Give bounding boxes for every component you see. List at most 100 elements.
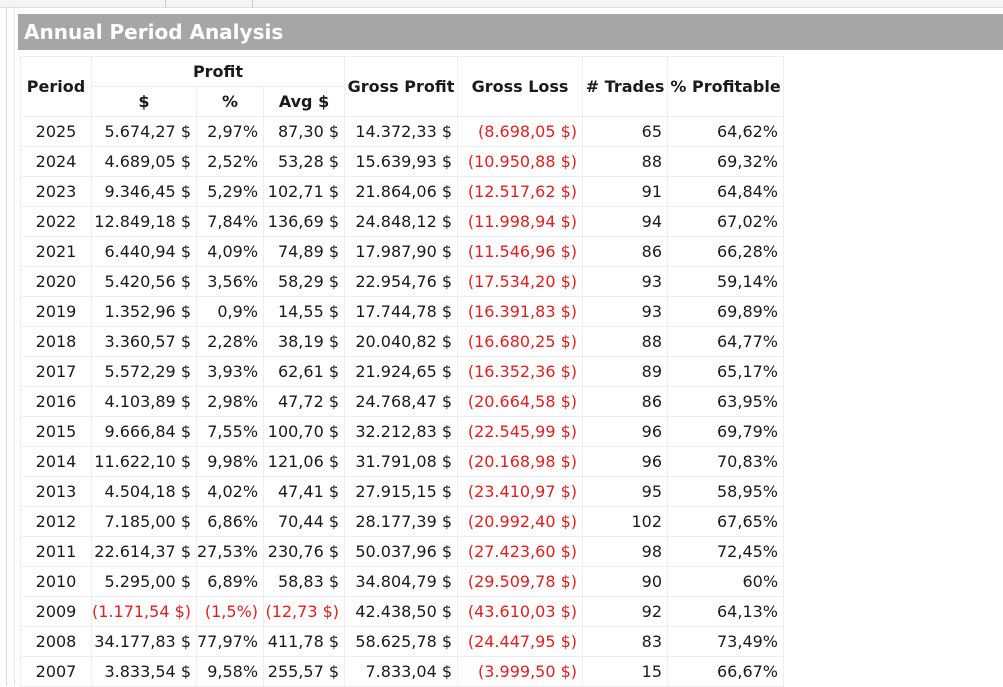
cell-profit-pct: 7,84%: [195, 206, 265, 237]
annual-period-table: Period Profit Gross Profit Gross Loss # …: [20, 56, 785, 687]
cell-trades: 88: [582, 326, 669, 357]
cell-profit-avg: 102,71 $: [263, 176, 346, 207]
cell-pct-profitable: 67,02%: [667, 206, 785, 237]
cell-gross-loss: (20.168,98 $): [457, 446, 584, 477]
cell-period: 2023: [20, 176, 92, 207]
table-row[interactable]: 2020 5.420,56 $3,56% 58,29 $22.954,76 $ (17…: [20, 266, 785, 297]
cell-gross-profit: 7.833,04 $: [344, 656, 459, 687]
cell-profit-pct: 0,9%: [195, 296, 265, 327]
cell-profit-avg: 70,44 $: [263, 506, 346, 537]
cell-trades: 15: [582, 656, 669, 687]
cell-trades: 94: [582, 206, 669, 237]
cell-pct-profitable: 66,67%: [667, 656, 785, 687]
table-row[interactable]: 2012 7.185,00 $6,86% 70,44 $28.177,39 $ (20…: [20, 506, 785, 537]
cell-profit-pct: 7,55%: [195, 416, 265, 447]
header-profit-avg[interactable]: Avg $: [263, 86, 346, 117]
cell-trades: 92: [582, 596, 669, 627]
table-row[interactable]: 2023 9.346,45 $5,29% 102,71 $21.864,06 $ (1…: [20, 176, 785, 207]
table-row[interactable]: 2007 3.833,54 $9,58% 255,57 $7.833,04 $ (3.…: [20, 656, 785, 687]
table-row[interactable]: 2018 3.360,57 $2,28% 38,19 $20.040,82 $ (16…: [20, 326, 785, 357]
table-row[interactable]: 2019 1.352,96 $0,9% 14,55 $17.744,78 $ (16.…: [20, 296, 785, 327]
cell-trades: 65: [582, 116, 669, 147]
cell-profit-avg: 74,89 $: [263, 236, 346, 267]
cell-period: 2017: [20, 356, 92, 387]
cell-gross-profit: 32.212,83 $: [344, 416, 459, 447]
cell-gross-profit: 21.924,65 $: [344, 356, 459, 387]
cell-gross-loss: (23.410,97 $): [457, 476, 584, 507]
cell-profit-dollar: 5.295,00 $: [91, 566, 197, 597]
cell-gross-loss: (29.509,78 $): [457, 566, 584, 597]
cell-pct-profitable: 72,45%: [667, 536, 785, 567]
cell-gross-profit: 58.625,78 $: [344, 626, 459, 657]
table-row[interactable]: 2015 9.666,84 $7,55% 100,70 $32.212,83 $ (2…: [20, 416, 785, 447]
cell-profit-dollar: 6.440,94 $: [91, 236, 197, 267]
report-grid[interactable]: Period Profit Gross Profit Gross Loss # …: [18, 56, 1003, 687]
cell-pct-profitable: 64,13%: [667, 596, 785, 627]
left-divider: [6, 7, 7, 686]
cell-profit-pct: 27,53%: [195, 536, 265, 567]
header-profit-pct[interactable]: %: [195, 86, 265, 117]
top-strip: [0, 0, 1003, 8]
cell-profit-pct: 6,89%: [195, 566, 265, 597]
table-row[interactable]: 2008 34.177,83 $77,97% 411,78 $58.625,78 $…: [20, 626, 785, 657]
cell-profit-dollar: 9.346,45 $: [91, 176, 197, 207]
cell-period: 2022: [20, 206, 92, 237]
cell-profit-avg: 58,29 $: [263, 266, 346, 297]
cell-profit-pct: 2,28%: [195, 326, 265, 357]
header-gross-profit[interactable]: Gross Profit: [344, 56, 459, 117]
cell-profit-avg: 38,19 $: [263, 326, 346, 357]
cell-period: 2007: [20, 656, 92, 687]
table-row[interactable]: 2010 5.295,00 $6,89% 58,83 $34.804,79 $ (29…: [20, 566, 785, 597]
table-row[interactable]: 2017 5.572,29 $3,93% 62,61 $21.924,65 $ (16…: [20, 356, 785, 387]
header-pct-profitable[interactable]: % Profitable: [667, 56, 785, 117]
cell-period: 2019: [20, 296, 92, 327]
table-row[interactable]: 2011 22.614,37 $27,53% 230,76 $50.037,96 $…: [20, 536, 785, 567]
left-divider-inner: [14, 7, 15, 686]
cell-gross-loss: (22.545,99 $): [457, 416, 584, 447]
cell-profit-pct: 2,52%: [195, 146, 265, 177]
cell-gross-profit: 20.040,82 $: [344, 326, 459, 357]
table-row[interactable]: 2013 4.504,18 $4,02% 47,41 $27.915,15 $ (23…: [20, 476, 785, 507]
table-row[interactable]: 2024 4.689,05 $2,52% 53,28 $15.639,93 $ (10…: [20, 146, 785, 177]
table-row[interactable]: 2016 4.103,89 $2,98% 47,72 $24.768,47 $ (20…: [20, 386, 785, 417]
cell-gross-profit: 28.177,39 $: [344, 506, 459, 537]
cell-pct-profitable: 64,62%: [667, 116, 785, 147]
cell-profit-dollar: 3.833,54 $: [91, 656, 197, 687]
cell-trades: 86: [582, 236, 669, 267]
cell-profit-pct: 3,56%: [195, 266, 265, 297]
cell-pct-profitable: 70,83%: [667, 446, 785, 477]
cell-profit-avg: 14,55 $: [263, 296, 346, 327]
cell-gross-loss: (16.391,83 $): [457, 296, 584, 327]
cell-profit-avg: 136,69 $: [263, 206, 346, 237]
cell-gross-profit: 15.639,93 $: [344, 146, 459, 177]
header-period[interactable]: Period: [20, 56, 92, 117]
cell-gross-profit: 21.864,06 $: [344, 176, 459, 207]
cell-profit-pct: 77,97%: [195, 626, 265, 657]
cell-trades: 96: [582, 416, 669, 447]
cell-period: 2016: [20, 386, 92, 417]
table-row[interactable]: 2021 6.440,94 $4,09% 74,89 $17.987,90 $ (11…: [20, 236, 785, 267]
cell-profit-pct: 2,98%: [195, 386, 265, 417]
header-profit-dollar[interactable]: $: [91, 86, 197, 117]
cell-gross-profit: 50.037,96 $: [344, 536, 459, 567]
table-row[interactable]: 2022 12.849,18 $7,84% 136,69 $24.848,12 $(…: [20, 206, 785, 237]
cell-gross-loss: (3.999,50 $): [457, 656, 584, 687]
cell-profit-dollar: 5.674,27 $: [91, 116, 197, 147]
header-profit[interactable]: Profit: [90, 56, 346, 87]
table-row[interactable]: 2025 5.674,27 $2,97% 87,30 $14.372,33 $ (8.…: [20, 116, 785, 147]
cell-gross-loss: (12.517,62 $): [457, 176, 584, 207]
header-trades[interactable]: # Trades: [582, 56, 669, 117]
table-row[interactable]: 2014 11.622,10 $9,98% 121,06 $31.791,08 $(…: [20, 446, 785, 477]
cell-profit-dollar: 1.352,96 $: [91, 296, 197, 327]
cell-gross-profit: 14.372,33 $: [344, 116, 459, 147]
cell-pct-profitable: 69,79%: [667, 416, 785, 447]
cell-profit-dollar: 4.504,18 $: [91, 476, 197, 507]
header-gross-loss[interactable]: Gross Loss: [457, 56, 584, 117]
cell-period: 2011: [20, 536, 92, 567]
cell-gross-loss: (43.610,03 $): [457, 596, 584, 627]
cell-pct-profitable: 58,95%: [667, 476, 785, 507]
cell-pct-profitable: 63,95%: [667, 386, 785, 417]
cell-gross-profit: 34.804,79 $: [344, 566, 459, 597]
table-row[interactable]: 2009 (1.171,54 $) (1,5%) (12,73 $) 42.438,50…: [20, 596, 785, 627]
cell-profit-dollar: 4.689,05 $: [91, 146, 197, 177]
